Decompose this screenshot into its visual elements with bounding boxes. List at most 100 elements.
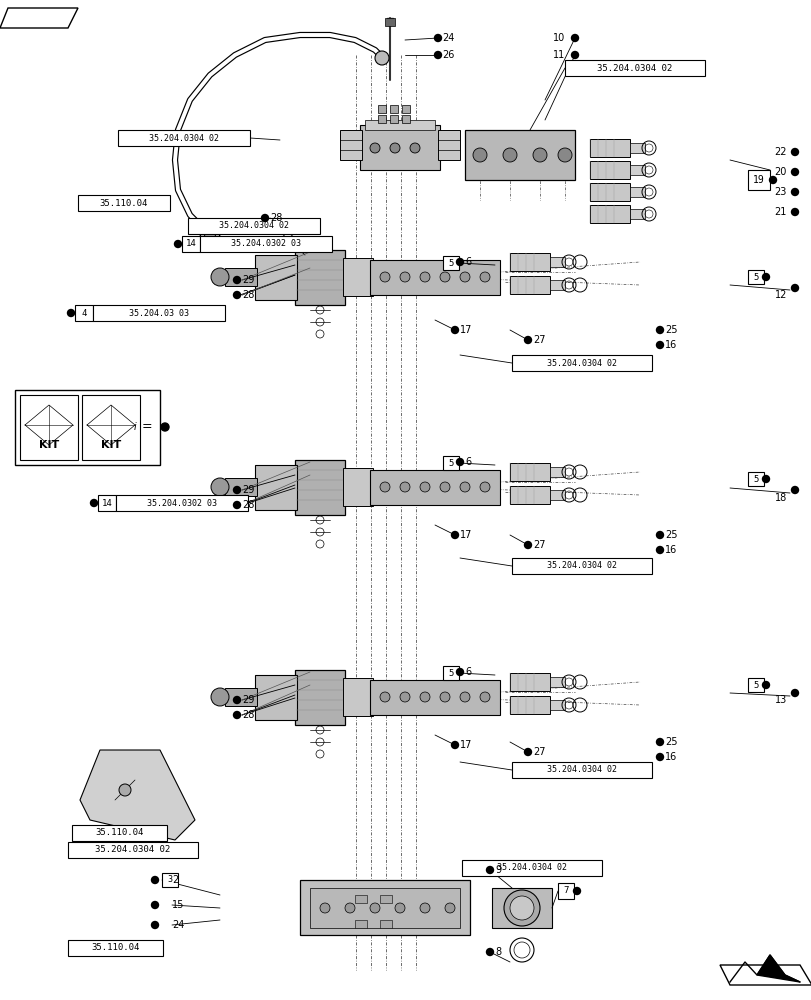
- Text: 27: 27: [532, 747, 545, 757]
- Bar: [509, 673, 549, 691]
- Text: 29: 29: [242, 695, 254, 705]
- Circle shape: [234, 292, 240, 298]
- Text: 35.110.04: 35.110.04: [95, 828, 144, 837]
- Circle shape: [204, 232, 216, 244]
- Bar: [15, 390, 160, 465]
- Bar: [747, 270, 763, 284]
- Bar: [225, 268, 257, 286]
- Bar: [299, 880, 470, 935]
- Bar: [72, 825, 167, 841]
- Bar: [389, 115, 397, 123]
- Bar: [549, 490, 564, 500]
- Text: 21: 21: [774, 207, 786, 217]
- Text: 35.204.03 03: 35.204.03 03: [129, 308, 189, 318]
- Text: 5: 5: [753, 475, 757, 484]
- Bar: [188, 218, 320, 234]
- Bar: [68, 842, 198, 858]
- Bar: [116, 495, 247, 511]
- Text: 35.204.0302 03: 35.204.0302 03: [147, 498, 217, 508]
- Circle shape: [345, 903, 354, 913]
- Text: 28: 28: [270, 213, 282, 223]
- Text: 25: 25: [664, 737, 676, 747]
- Bar: [294, 460, 345, 515]
- Text: i: i: [134, 422, 136, 432]
- Circle shape: [451, 742, 458, 748]
- Circle shape: [380, 692, 389, 702]
- Polygon shape: [0, 8, 78, 28]
- Bar: [342, 468, 372, 506]
- Circle shape: [320, 903, 329, 913]
- Text: 29: 29: [242, 275, 254, 285]
- Circle shape: [400, 272, 410, 282]
- Text: 5: 5: [753, 680, 757, 690]
- Circle shape: [762, 273, 769, 280]
- Bar: [549, 467, 564, 477]
- Circle shape: [524, 748, 531, 756]
- Circle shape: [419, 272, 430, 282]
- Bar: [509, 486, 549, 504]
- Bar: [549, 677, 564, 687]
- Bar: [401, 115, 410, 123]
- Circle shape: [473, 148, 487, 162]
- Circle shape: [509, 896, 534, 920]
- Circle shape: [419, 903, 430, 913]
- Circle shape: [460, 482, 470, 492]
- Bar: [365, 120, 435, 130]
- Circle shape: [456, 258, 463, 265]
- Circle shape: [769, 177, 775, 184]
- Text: 28: 28: [242, 290, 254, 300]
- Circle shape: [486, 866, 493, 874]
- Text: 25: 25: [664, 325, 676, 335]
- Circle shape: [791, 149, 797, 156]
- Circle shape: [410, 143, 419, 153]
- Circle shape: [502, 148, 517, 162]
- Text: 2: 2: [172, 875, 178, 885]
- Circle shape: [434, 35, 441, 42]
- Text: 6: 6: [465, 457, 470, 467]
- Circle shape: [571, 52, 577, 59]
- Circle shape: [434, 52, 441, 59]
- Circle shape: [370, 143, 380, 153]
- Circle shape: [655, 546, 663, 554]
- Bar: [590, 161, 629, 179]
- Text: 35.204.0304 02: 35.204.0304 02: [95, 845, 170, 854]
- Text: 8: 8: [495, 947, 500, 957]
- Bar: [380, 895, 392, 903]
- Text: 19: 19: [752, 175, 764, 185]
- Text: 35.110.04: 35.110.04: [100, 198, 148, 208]
- Circle shape: [557, 148, 571, 162]
- Circle shape: [152, 876, 158, 883]
- Bar: [162, 873, 178, 887]
- Bar: [512, 762, 651, 778]
- Circle shape: [440, 482, 449, 492]
- Bar: [118, 130, 250, 146]
- Polygon shape: [756, 955, 799, 982]
- Polygon shape: [80, 750, 195, 840]
- Circle shape: [440, 692, 449, 702]
- Bar: [354, 920, 367, 928]
- Text: 35.204.0304 02: 35.204.0304 02: [597, 64, 672, 73]
- Bar: [590, 183, 629, 201]
- Text: 10: 10: [552, 33, 564, 43]
- Circle shape: [174, 240, 182, 247]
- Circle shape: [504, 890, 539, 926]
- Circle shape: [479, 692, 489, 702]
- Circle shape: [486, 948, 493, 955]
- Bar: [557, 883, 573, 899]
- Text: 26: 26: [441, 50, 454, 60]
- Bar: [82, 395, 139, 460]
- Circle shape: [152, 921, 158, 928]
- Bar: [629, 209, 644, 219]
- Text: 4: 4: [81, 308, 87, 318]
- Text: 12: 12: [774, 290, 786, 300]
- Bar: [629, 165, 644, 175]
- Circle shape: [524, 542, 531, 548]
- Circle shape: [791, 487, 797, 493]
- Text: 35.204.0304 02: 35.204.0304 02: [547, 359, 616, 367]
- Text: 6: 6: [465, 257, 470, 267]
- Bar: [491, 888, 551, 928]
- Bar: [549, 700, 564, 710]
- Circle shape: [152, 901, 158, 908]
- Circle shape: [479, 272, 489, 282]
- Circle shape: [532, 148, 547, 162]
